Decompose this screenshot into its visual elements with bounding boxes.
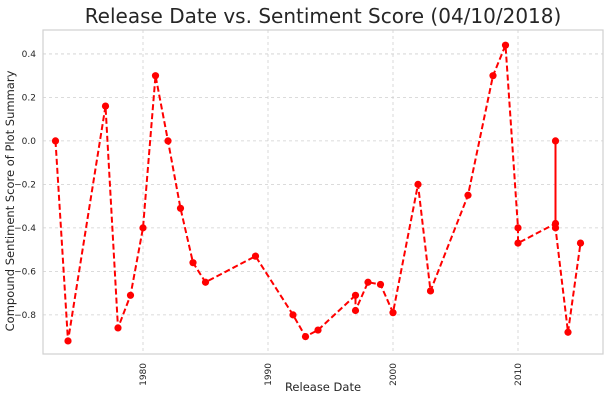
y-axis-ticks: −0.8 −0.6 −0.4 −0.2 0.0 0.2 0.4 <box>14 50 36 321</box>
data-point <box>414 180 422 188</box>
data-point <box>176 204 185 212</box>
data-point <box>514 224 522 232</box>
series-layer <box>51 41 585 345</box>
x-tick-label: 2000 <box>389 363 399 386</box>
y-tick-label: 0.4 <box>22 50 37 60</box>
grid-lines <box>43 30 603 354</box>
data-point <box>251 252 260 260</box>
x-axis-ticks: 1980 1990 2000 2010 <box>139 363 524 386</box>
data-point <box>514 239 522 247</box>
chart-title: Release Date vs. Sentiment Score (04/10/… <box>85 4 562 28</box>
y-tick-label: −0.4 <box>14 224 36 234</box>
data-point <box>426 287 435 295</box>
plot-frame <box>42 29 604 355</box>
y-axis-label: Compound Sentiment Score of Plot Summary <box>3 70 17 331</box>
x-tick-label: 1990 <box>264 363 274 386</box>
data-point <box>139 224 147 232</box>
data-point <box>114 324 122 332</box>
data-point <box>351 306 360 315</box>
data-point <box>351 291 360 299</box>
data-point <box>551 137 560 145</box>
data-point <box>376 280 385 289</box>
data-point <box>64 337 72 345</box>
y-tick-label: 0.0 <box>22 137 37 147</box>
data-point <box>501 41 510 49</box>
data-point <box>164 137 172 145</box>
data-point <box>126 291 135 299</box>
y-tick-label: −0.2 <box>14 180 36 190</box>
y-tick-label: 0.2 <box>22 93 36 103</box>
x-tick-label: 1980 <box>139 363 149 386</box>
x-tick-label: 2010 <box>514 363 524 386</box>
x-axis-label: Release Date <box>285 380 361 394</box>
data-point <box>301 333 310 341</box>
data-point <box>489 72 497 80</box>
data-point <box>201 278 210 286</box>
y-tick-label: −0.6 <box>14 267 36 277</box>
data-point <box>389 309 397 317</box>
data-point <box>364 278 372 286</box>
data-point <box>101 102 110 110</box>
data-point <box>564 328 572 336</box>
data-point <box>51 137 60 145</box>
data-point <box>189 259 197 267</box>
data-point <box>464 191 472 199</box>
data-point <box>314 326 322 334</box>
data-point <box>289 311 297 319</box>
data-point <box>551 224 560 232</box>
data-point <box>151 72 160 80</box>
data-point <box>576 239 585 247</box>
y-tick-label: −0.8 <box>14 311 36 321</box>
